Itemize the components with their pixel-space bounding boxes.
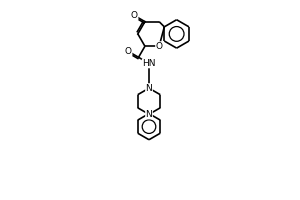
Text: N: N [146, 110, 152, 119]
Text: O: O [131, 11, 138, 20]
Text: O: O [125, 47, 132, 56]
Text: N: N [146, 84, 152, 93]
Text: HN: HN [142, 59, 156, 68]
Text: O: O [156, 42, 163, 51]
